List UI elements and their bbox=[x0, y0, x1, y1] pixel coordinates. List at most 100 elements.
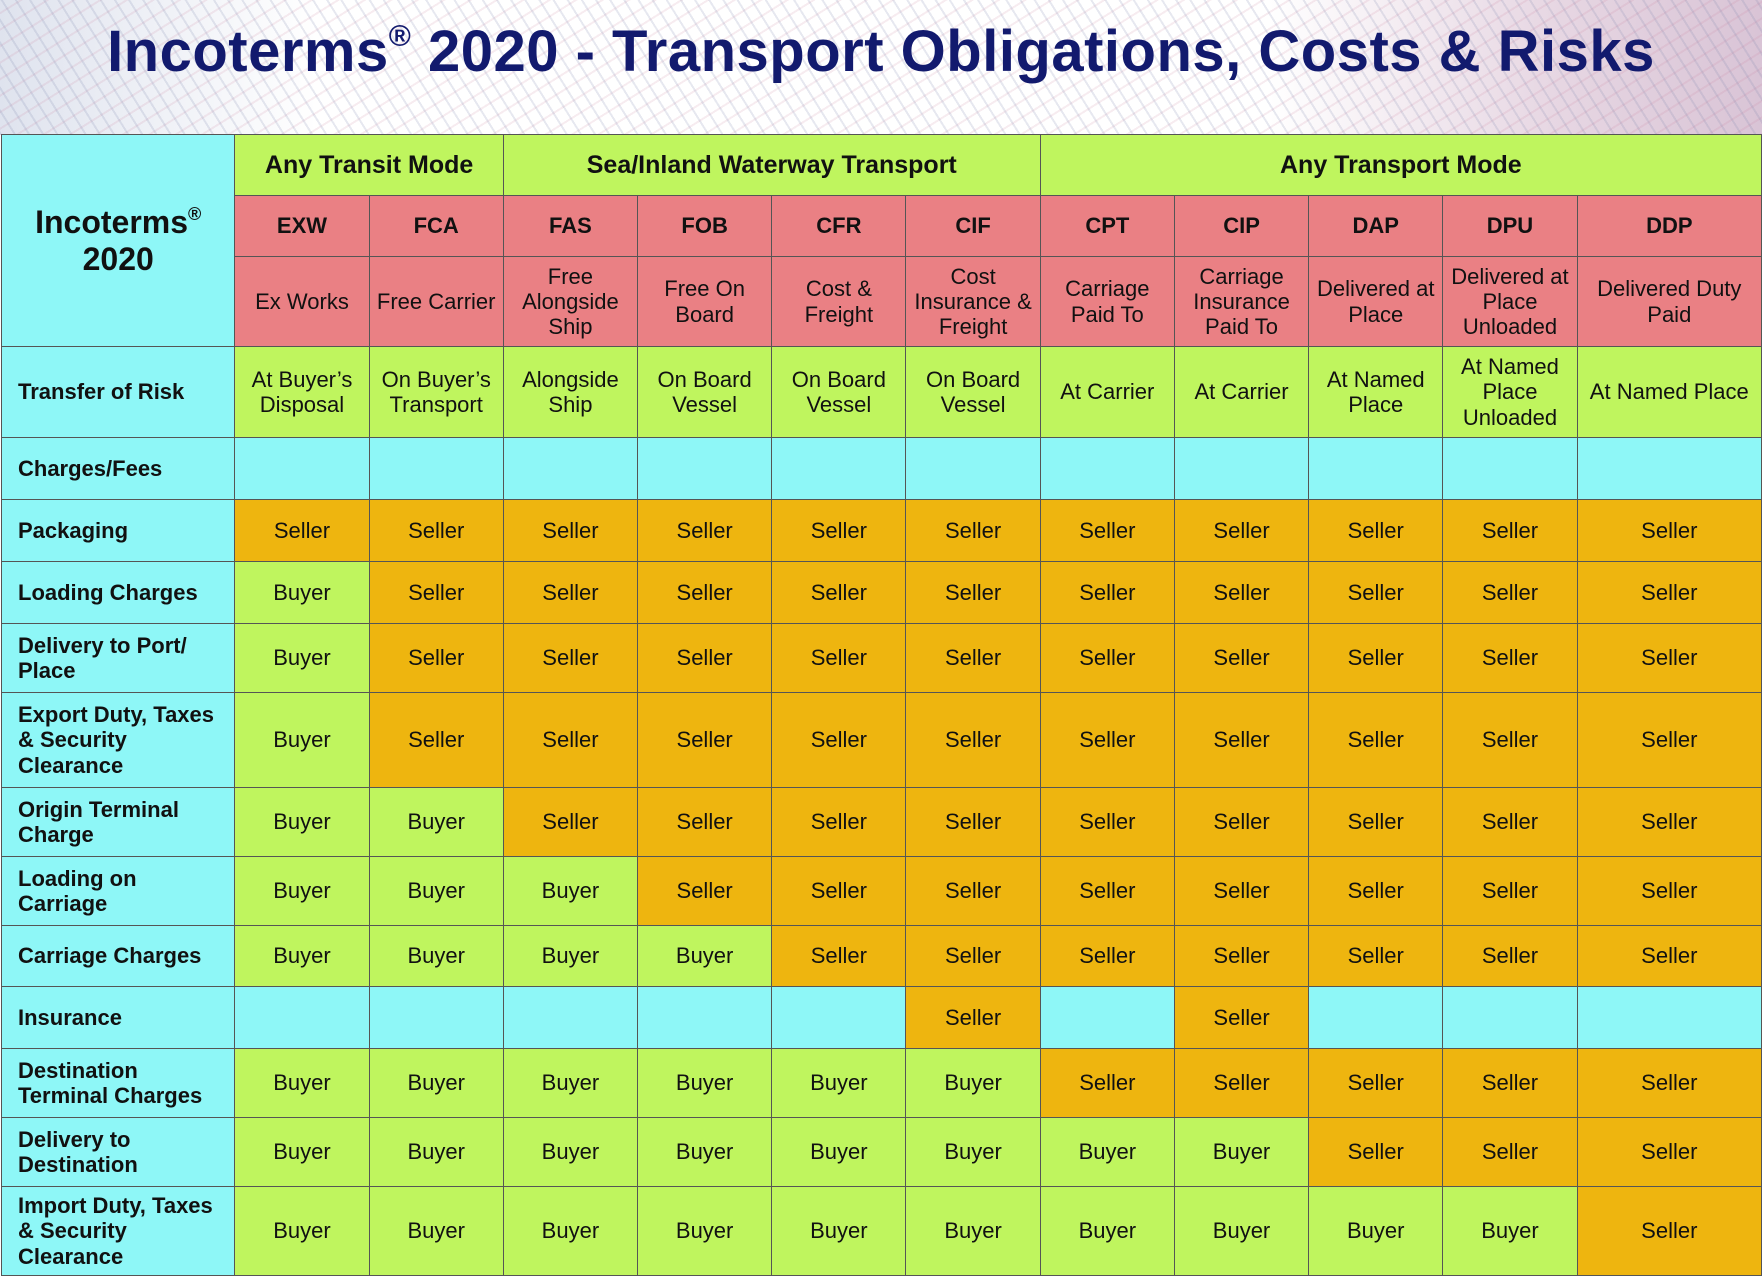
risk-cell: Alongside Ship bbox=[502, 346, 639, 438]
row-import-duty-taxes-security-clearance: Import Duty, Taxes & Security Clearance B… bbox=[0, 1186, 1762, 1276]
row-insurance: Insurance Seller Seller bbox=[0, 986, 1762, 1049]
responsibility-cell: Seller bbox=[1576, 1186, 1762, 1276]
row-destination-terminal-charges: Destination Terminal Charges Buyer Buyer Bu… bbox=[0, 1048, 1762, 1118]
responsibility-cell: Seller bbox=[1576, 561, 1762, 624]
term-name-cpt: Carriage Paid To bbox=[1039, 256, 1175, 347]
responsibility-cell: Seller bbox=[905, 561, 1041, 624]
responsibility-cell: Buyer bbox=[1308, 1186, 1444, 1276]
responsibility-cell: Seller bbox=[368, 623, 504, 693]
responsibility-cell: Seller bbox=[637, 787, 773, 857]
responsibility-cell: Seller bbox=[1039, 1048, 1175, 1118]
responsibility-cell: Buyer bbox=[234, 1186, 370, 1276]
row-label: Destination Terminal Charges bbox=[0, 1048, 236, 1118]
term-code-cip: CIP bbox=[1173, 195, 1310, 257]
term-code-fas: FAS bbox=[502, 195, 639, 257]
term-name-dap: Delivered at Place bbox=[1308, 256, 1444, 347]
responsibility-cell: Seller bbox=[637, 692, 773, 788]
term-name-fas: Free Alongside Ship bbox=[502, 256, 639, 347]
responsibility-cell: Buyer bbox=[368, 856, 504, 926]
responsibility-cell: Seller bbox=[502, 499, 639, 562]
responsibility-cell: Seller bbox=[1576, 499, 1762, 562]
row-label: Carriage Charges bbox=[0, 925, 236, 987]
term-name-cfr: Cost & Freight bbox=[771, 256, 907, 347]
risk-cell: On Board Vessel bbox=[771, 346, 907, 438]
responsibility-cell: Buyer bbox=[368, 1117, 504, 1187]
responsibility-cell: Seller bbox=[771, 499, 907, 562]
responsibility-cell: Seller bbox=[1173, 623, 1310, 693]
responsibility-cell: Seller bbox=[1308, 692, 1444, 788]
risk-cell: At Carrier bbox=[1173, 346, 1310, 438]
responsibility-cell: Seller bbox=[1039, 925, 1175, 987]
responsibility-cell: Buyer bbox=[502, 1048, 639, 1118]
responsibility-cell bbox=[1173, 437, 1310, 500]
responsibility-cell bbox=[234, 986, 370, 1049]
responsibility-cell: Seller bbox=[1442, 623, 1578, 693]
responsibility-cell: Buyer bbox=[637, 1048, 773, 1118]
responsibility-cell: Buyer bbox=[771, 1117, 907, 1187]
responsibility-cell: Seller bbox=[905, 856, 1041, 926]
responsibility-cell: Buyer bbox=[234, 856, 370, 926]
row-label: Delivery to Port/ Place bbox=[0, 623, 236, 693]
responsibility-cell: Seller bbox=[502, 623, 639, 693]
group-header-row: Incoterms® 2020 Any Transit Mode Sea/Inla… bbox=[0, 134, 1762, 347]
group-any-transport-mode: Any Transport Mode bbox=[1039, 134, 1762, 196]
responsibility-cell: Buyer bbox=[1173, 1186, 1310, 1276]
responsibility-cell: Seller bbox=[234, 499, 370, 562]
responsibility-cell: Seller bbox=[1308, 1117, 1444, 1187]
responsibility-cell: Seller bbox=[905, 986, 1041, 1049]
responsibility-cell: Seller bbox=[771, 856, 907, 926]
row-label: Loading Charges bbox=[0, 561, 236, 624]
responsibility-cell: Buyer bbox=[502, 1117, 639, 1187]
responsibility-cell bbox=[637, 986, 773, 1049]
term-name-fca: Free Carrier bbox=[368, 256, 504, 347]
responsibility-cell: Buyer bbox=[637, 925, 773, 987]
row-delivery-to-destination: Delivery to Destination Buyer Buyer Buyer Bu… bbox=[0, 1117, 1762, 1187]
row-label: Delivery to Destination bbox=[0, 1117, 236, 1187]
responsibility-cell: Seller bbox=[1576, 925, 1762, 987]
responsibility-cell: Seller bbox=[1173, 986, 1310, 1049]
responsibility-cell: Seller bbox=[1576, 787, 1762, 857]
responsibility-cell bbox=[1576, 437, 1762, 500]
responsibility-cell: Seller bbox=[771, 925, 907, 987]
responsibility-cell: Seller bbox=[1039, 499, 1175, 562]
responsibility-cell bbox=[234, 437, 370, 500]
responsibility-cell: Seller bbox=[1576, 856, 1762, 926]
responsibility-cell: Buyer bbox=[1039, 1117, 1175, 1187]
responsibility-cell: Seller bbox=[1173, 1048, 1310, 1118]
responsibility-cell: Seller bbox=[1442, 499, 1578, 562]
responsibility-cell bbox=[502, 437, 639, 500]
row-label: Origin Terminal Charge bbox=[0, 787, 236, 857]
responsibility-cell: Seller bbox=[502, 561, 639, 624]
responsibility-cell: Seller bbox=[1576, 1117, 1762, 1187]
responsibility-cell: Buyer bbox=[905, 1186, 1041, 1276]
responsibility-cell: Seller bbox=[637, 856, 773, 926]
responsibility-cell: Seller bbox=[1173, 692, 1310, 788]
responsibility-cell: Seller bbox=[368, 561, 504, 624]
term-name-ddp: Delivered Duty Paid bbox=[1576, 256, 1762, 347]
responsibility-cell: Buyer bbox=[771, 1048, 907, 1118]
incoterms-table: Incoterms® 2020 Any Transit Mode Sea/Inla… bbox=[0, 134, 1762, 1276]
responsibility-cell: Seller bbox=[1308, 561, 1444, 624]
responsibility-cell: Buyer bbox=[637, 1117, 773, 1187]
row-packaging: Packaging Seller Seller Seller Seller Seller S… bbox=[0, 499, 1762, 562]
row-charges-fees: Charges/Fees bbox=[0, 437, 1762, 500]
responsibility-cell: Buyer bbox=[368, 925, 504, 987]
responsibility-cell: Seller bbox=[905, 623, 1041, 693]
responsibility-cell: Buyer bbox=[234, 1048, 370, 1118]
row-transfer-of-risk: Transfer of Risk At Buyer’s Disposal On Bu… bbox=[0, 346, 1762, 438]
group-any-transit-mode: Any Transit Mode bbox=[234, 134, 504, 196]
term-code-cif: CIF bbox=[905, 195, 1041, 257]
term-code-cpt: CPT bbox=[1039, 195, 1175, 257]
responsibility-cell: Buyer bbox=[502, 925, 639, 987]
responsibility-cell: Seller bbox=[1308, 787, 1444, 857]
responsibility-cell bbox=[771, 986, 907, 1049]
row-origin-terminal-charge: Origin Terminal Charge Buyer Buyer Seller Se… bbox=[0, 787, 1762, 857]
responsibility-cell: Seller bbox=[1442, 856, 1578, 926]
term-code-row: EXW FCA FAS FOB CFR CIF CPT CIP DAP DPU DDP bbox=[2, 195, 1762, 257]
term-name-cip: Carriage Insurance Paid To bbox=[1173, 256, 1310, 347]
row-export-duty-taxes-security-clearance: Export Duty, Taxes & Security Clearance B… bbox=[0, 692, 1762, 788]
responsibility-cell bbox=[1308, 986, 1444, 1049]
responsibility-cell: Seller bbox=[1173, 561, 1310, 624]
responsibility-cell: Seller bbox=[1173, 499, 1310, 562]
row-label: Export Duty, Taxes & Security Clearance bbox=[0, 692, 236, 788]
